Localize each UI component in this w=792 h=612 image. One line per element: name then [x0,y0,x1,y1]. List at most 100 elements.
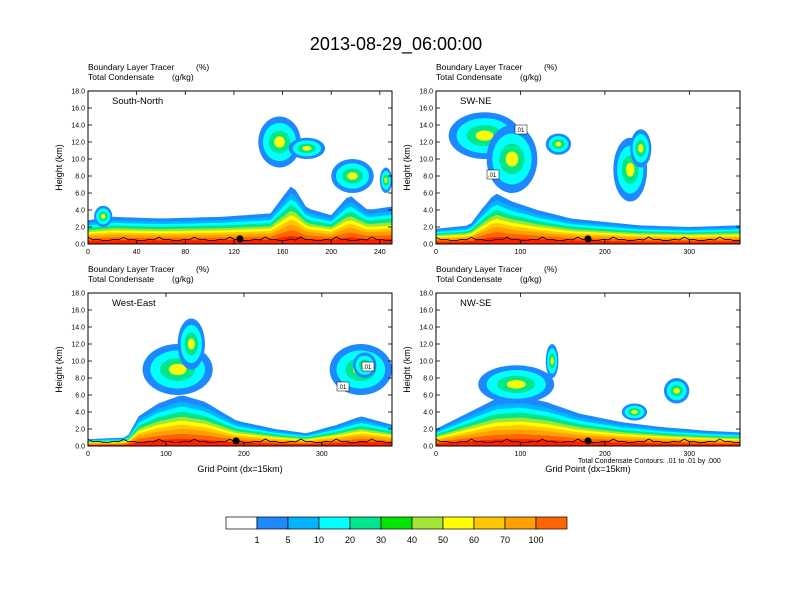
header-condensate: Total Condensate [88,274,154,284]
xtick-label: 300 [683,451,695,458]
contour-label-box [486,169,500,180]
tracer-field [88,318,392,446]
ytick-label: 14.0 [71,325,85,332]
colorbar-label: 40 [407,535,417,545]
ytick-label: 4.0 [423,410,433,417]
contour-label: .01 [338,385,347,391]
header-condensate: Total Condensate [88,72,154,82]
ytick-label: 12.0 [419,140,433,147]
colorbar-label: 20 [345,535,355,545]
ytick-label: 4.0 [75,208,85,215]
panels: 0.0 2.0 4.0 6.0 8.0 10.0 12.0 14.0 16.0 18.0 0 40 80… [54,62,741,474]
colorbar-label: 30 [376,535,386,545]
tracer-band-9 [88,439,392,446]
panel-label: SW-NE [460,96,492,107]
contour-label: .01 [363,365,372,371]
y-axis-label: Height (km) [402,144,412,191]
location-marker [584,437,592,445]
header-tracer-unit: (%) [196,62,209,72]
y-axis-label: Height (km) [402,346,412,393]
panel-bottom-right: 0.0 2.0 4.0 6.0 8.0 10.0 12.0 14.0 16.0 18.0 0 100 2… [402,264,741,474]
plume-3-peak [384,177,388,184]
plume-2-peak [555,141,562,147]
ytick-label: 18.0 [419,291,433,298]
plot-frame [435,90,741,245]
xtick-label: 80 [181,249,189,256]
xtick-label: 0 [434,249,438,256]
ytick-label: 4.0 [75,410,85,417]
plume-0-peak [506,380,526,389]
location-marker [236,235,244,243]
ytick-label: 6.0 [75,191,85,198]
panel-bottom-left: 0.0 2.0 4.0 6.0 8.0 10.0 12.0 14.0 16.0 18.0 0 100 2… [54,264,393,474]
ytick-label: 2.0 [75,225,85,232]
tracer-field [88,116,392,244]
xtick-label: 0 [86,249,90,256]
plume-1-peak [550,357,554,365]
xtick-label: 40 [133,249,141,256]
header-condensate-unit: (g/kg) [520,72,542,82]
figure-title: 2013-08-29_06:00:00 [310,34,482,55]
tracer-field [436,112,740,244]
plot-frame [87,292,393,447]
ytick-label: 8.0 [75,376,85,383]
plume-0-peak [475,130,494,141]
header-tracer: Boundary Layer Tracer [436,264,523,274]
colorbar-label: 10 [314,535,324,545]
plume-2-peak [673,387,680,394]
contour-label-box [336,381,350,392]
contour-label: .01 [516,128,525,134]
xtick-label: 0 [434,451,438,458]
colorbar-cell [442,516,475,530]
contour-footnote: Total Condensate Contours: .01 to .01 by… [578,458,721,465]
header-condensate-unit: (g/kg) [520,274,542,284]
plume-4-peak [638,144,644,153]
plot-frame [87,90,393,245]
colorbar-cell [256,516,289,530]
header-condensate: Total Condensate [436,72,502,82]
ytick-label: 8.0 [75,174,85,181]
ytick-label: 0.0 [423,444,433,451]
colorbar-label: 100 [528,535,543,545]
colorbar-cell [473,516,506,530]
ytick-label: 2.0 [75,427,85,434]
header-tracer-unit: (%) [544,62,557,72]
xtick-label: 200 [238,451,250,458]
xtick-label: 200 [599,249,611,256]
ytick-label: 18.0 [419,89,433,96]
colorbar-label: 1 [254,535,259,545]
location-marker [232,437,240,445]
colorbar-cell [535,516,568,530]
plume-1-peak [302,146,312,151]
x-axis-label: Grid Point (dx=15km) [545,464,630,474]
xtick-label: 100 [160,451,172,458]
y-axis-label: Height (km) [54,144,64,191]
xtick-label: 200 [325,249,337,256]
header-tracer: Boundary Layer Tracer [88,62,175,72]
ytick-label: 2.0 [423,427,433,434]
tracer-band-9 [436,237,740,244]
ytick-label: 10.0 [419,359,433,366]
ytick-label: 16.0 [71,308,85,315]
ytick-label: 14.0 [419,325,433,332]
ytick-label: 10.0 [71,359,85,366]
colorbar: 1 5 10 20 30 40 50 60 70 100 [225,516,568,545]
xtick-label: 100 [515,249,527,256]
ytick-label: 4.0 [423,208,433,215]
colorbar-cell [504,516,537,530]
panel-label: West-East [112,298,156,309]
colorbar-label: 60 [469,535,479,545]
plume-3-peak [626,162,635,177]
ytick-label: 10.0 [419,157,433,164]
ytick-label: 10.0 [71,157,85,164]
contour-label-box [514,124,528,135]
header-condensate-unit: (g/kg) [172,72,194,82]
xtick-label: 0 [86,451,90,458]
plume-2-peak [347,172,358,180]
ytick-label: 0.0 [75,242,85,249]
colorbar-cell [349,516,382,530]
header-tracer: Boundary Layer Tracer [88,264,175,274]
xtick-label: 160 [277,249,289,256]
ytick-label: 0.0 [75,444,85,451]
